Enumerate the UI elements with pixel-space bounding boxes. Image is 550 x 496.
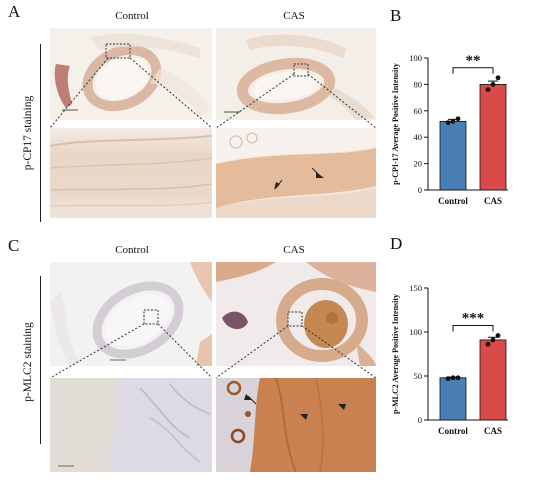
panel-letter-c: C (8, 236, 20, 255)
zoom-lines-a (49, 57, 377, 129)
bar-control (439, 377, 467, 421)
micrograph-c-control-overview (50, 262, 212, 366)
col-head-cas-a: CAS (283, 10, 305, 22)
data-point (445, 376, 451, 382)
data-point (450, 375, 456, 381)
significance-bracket (452, 325, 494, 332)
row-divider-a (40, 44, 41, 222)
data-point (485, 87, 491, 93)
y-tick-label: 0 (418, 415, 422, 425)
micrograph-c-cas-overview (216, 262, 376, 366)
y-tick-label: 100 (409, 53, 422, 63)
panel-letter-d: D (390, 234, 403, 253)
y-tick-label: 100 (409, 327, 422, 337)
bar-control (439, 120, 467, 191)
data-point (490, 337, 496, 343)
zoom-lines-c (49, 323, 377, 379)
micrograph-c-cas-zoom (216, 378, 376, 472)
micrograph-a-control-zoom (50, 128, 212, 218)
y-tick-label: 50 (414, 371, 423, 381)
row-divider-c (40, 276, 41, 444)
data-point (485, 341, 491, 347)
y-axis-label: p-CPI-17 Average Positive Intensity (391, 63, 400, 185)
panel-letter-a: A (8, 2, 21, 21)
micrograph-c-control-zoom (50, 378, 212, 472)
x-tick-label: CAS (484, 426, 502, 436)
bar-cas (479, 339, 507, 421)
significance-bracket (452, 67, 494, 74)
data-point (445, 120, 451, 126)
data-point (455, 116, 461, 122)
col-head-control-a: Control (115, 10, 149, 22)
y-tick-label: 60 (414, 106, 423, 116)
micrograph-a-cas-overview (216, 28, 376, 120)
data-point (455, 375, 461, 381)
bar-chart-d: 0 50 100 150 p-MLC2 Average Positive Intensi… (391, 283, 508, 436)
x-tick-label: CAS (484, 196, 502, 206)
micrograph-a-cas-zoom (216, 128, 376, 218)
significance-stars: ** (466, 53, 481, 69)
y-axis-label: p-MLC2 Average Positive Intensity (391, 294, 400, 414)
col-head-control-c: Control (115, 244, 149, 256)
bar-cas (479, 84, 507, 191)
y-tick-label: 150 (409, 283, 422, 293)
y-tick-label: 20 (414, 159, 423, 169)
y-tick-label: 80 (414, 79, 423, 89)
y-tick-label: 0 (418, 185, 422, 195)
data-point (495, 75, 501, 81)
data-point (490, 82, 496, 87)
significance-stars: *** (462, 311, 485, 327)
y-tick-label: 40 (414, 132, 423, 142)
data-point (495, 333, 501, 338)
col-head-cas-c: CAS (283, 244, 305, 256)
panel-letter-b: B (390, 6, 402, 25)
x-tick-label: Control (438, 426, 468, 436)
x-tick-label: Control (438, 196, 468, 206)
data-point (450, 118, 456, 124)
bar-chart-b: 0 20 40 60 80 100 p-CPI-17 Average Positive In… (391, 53, 508, 206)
